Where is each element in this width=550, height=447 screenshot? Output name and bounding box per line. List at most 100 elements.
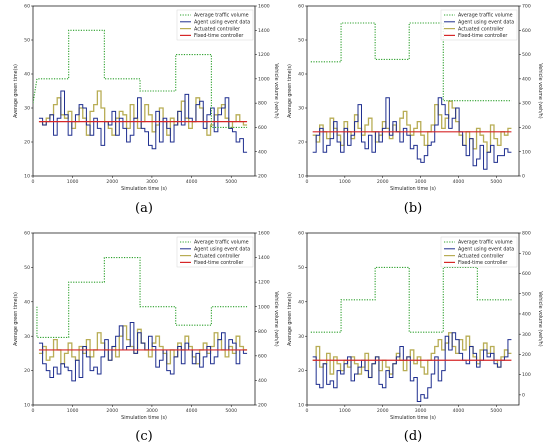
y2-tick-label: 800 [258,101,267,107]
x-axis-label: Simulation time (s) [121,186,167,192]
x-tick-label: 5000 [225,179,237,185]
y-axis-label: Average green time(s) [287,292,293,346]
y2-tick-label: 600 [522,28,531,34]
y-axis-label: Average green time(s) [13,292,19,346]
y2-tick-label: 1400 [258,28,270,34]
y-tick-label: 50 [298,38,304,44]
panel-b: 0 1000 2000 3000 4000 50001020304050600100200… [287,4,543,216]
y-tick-label: 20 [298,140,304,146]
y2-tick-label: 200 [258,403,267,409]
legend-entry: Average traffic volume [194,13,249,19]
x-tick-label: 4000 [453,408,465,414]
x-tick-label: 2000 [377,408,389,414]
x-tick-label: 3000 [146,408,158,414]
x-axis-label: Simulation time (s) [121,415,167,421]
y2-tick-label: 0 [522,392,525,398]
panel-caption: (a) [135,201,153,216]
series-agent-event-data [38,321,248,382]
y-axis-label: Average green time(s) [287,64,293,118]
series-average-traffic-volume [310,266,512,333]
x-tick-label: 5000 [225,408,237,414]
y2-tick-label: 600 [258,353,267,359]
legend-entry: Agent using event data [458,247,514,253]
y-tick-label: 40 [24,299,30,305]
y2-tick-label: 1000 [258,304,270,310]
y2-tick-label: 300 [522,332,531,338]
legend-entry: Average traffic volume [458,13,513,19]
legend-entry: Fixed-time controller [458,260,507,266]
legend-entry: Fixed-time controller [194,260,243,266]
y-tick-label: 20 [24,140,30,146]
y-tick-label: 60 [24,231,30,237]
y2-tick-label: 500 [522,52,531,58]
x-tick-label: 1000 [67,179,79,185]
series-actuated-controller [312,100,512,153]
y2-tick-label: 700 [522,4,531,10]
y2-tick-label: 500 [522,291,531,297]
legend-entry: Fixed-time controller [194,33,243,39]
y2-tick-label: 100 [522,372,531,378]
legend-entry: Actuated controller [194,253,240,259]
x-tick-label: 2000 [106,179,118,185]
panel-c: 0 1000 2000 3000 4000 5000 10 20 30 40 50 60 200 400 6… [13,231,279,444]
legend-entry: Agent using event data [194,247,250,253]
y-tick-label: 30 [298,106,304,112]
x-tick-label: 3000 [146,179,158,185]
legend-entry: Actuated controller [458,26,504,32]
x-tick-label: 2000 [106,408,118,414]
series-group [33,29,248,153]
y2-axis-label: Vehicle volume (veh/h) [537,63,543,118]
series-group [310,266,512,403]
y-tick-label: 30 [24,334,30,340]
y-tick-label: 60 [298,4,304,10]
y-tick-label: 40 [298,299,304,305]
x-tick-label: 0 [306,179,309,185]
y-tick-label: 40 [298,72,304,78]
x-axis-label: Simulation time (s) [390,186,436,192]
panel-a: 0 1000 2000 3000 4000 5000 10 20 30 40 50 60 200 400 6… [13,4,279,216]
y2-axis-label: Vehicle volume (veh/h) [273,291,279,346]
y-tick-label: 10 [24,403,30,409]
y2-axis-label: Vehicle volume (veh/h) [273,63,279,118]
x-axis-label: Simulation time (s) [390,415,436,421]
y2-tick-label: 800 [258,329,267,335]
y2-tick-label: 1600 [258,231,270,237]
y-tick-label: 40 [24,72,30,78]
panel-caption: (b) [404,201,422,216]
x-tick-label: 0 [306,408,309,414]
y-tick-label: 30 [298,334,304,340]
y2-tick-label: 1200 [258,52,270,58]
legend-entry: Agent using event data [194,20,250,26]
y-tick-label: 10 [298,403,304,409]
series-agent-event-data [312,97,512,170]
y2-tick-label: 700 [522,251,531,257]
y2-axis-label: Vehicle volume (veh/h) [537,291,543,346]
legend-entry: Average traffic volume [458,240,513,246]
y-tick-label: 60 [24,4,30,10]
y2-tick-label: 1600 [258,4,270,10]
panel-d: 0 1000 2000 3000 4000 50001020304050600100200… [287,231,543,444]
y-tick-label: 50 [298,265,304,271]
series-group [310,22,512,170]
y2-tick-label: 200 [522,125,531,131]
x-tick-label: 5000 [490,408,502,414]
y2-tick-label: 400 [522,76,531,82]
y2-tick-label: 0 [522,174,525,180]
y2-tick-label: 1200 [258,280,270,286]
x-tick-label: 1000 [339,179,351,185]
panel-caption: (c) [135,429,152,444]
y-axis-label: Average green time(s) [13,64,19,118]
x-tick-label: 1000 [339,408,351,414]
x-tick-label: 1000 [67,408,79,414]
legend-entry: Actuated controller [458,253,504,259]
legend-entry: Fixed-time controller [458,33,507,39]
x-tick-label: 4000 [453,179,465,185]
x-tick-label: 3000 [415,179,427,185]
y-tick-label: 20 [298,368,304,374]
x-tick-label: 2000 [377,179,389,185]
y-tick-label: 20 [24,368,30,374]
